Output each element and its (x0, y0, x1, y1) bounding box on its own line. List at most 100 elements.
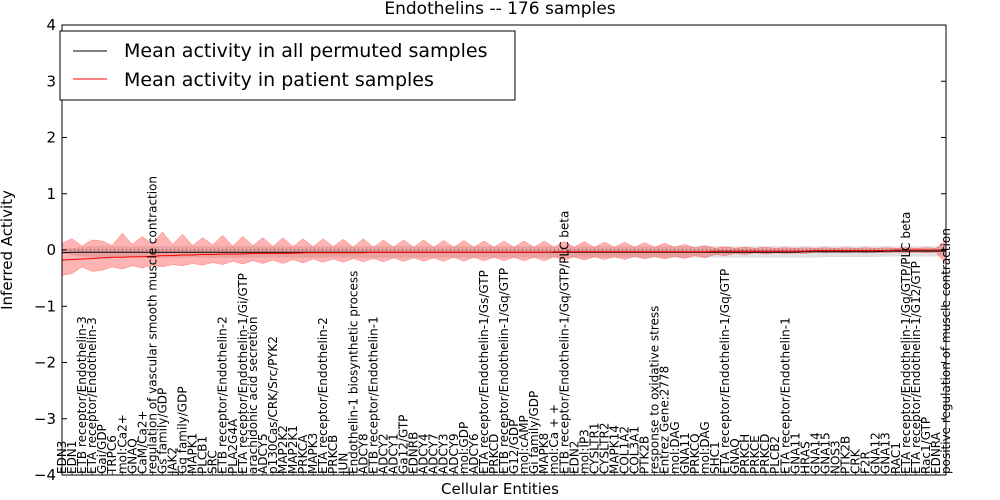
x-tick-label: PLCB1 (196, 436, 210, 474)
x-tick-label: ETB receptor/Endothelin-2 (216, 316, 230, 474)
x-tick-label: ETB receptor/Endothelin-1/Gq/GTP/PLC bet… (557, 211, 571, 474)
x-tick-label: mol:DAG (668, 421, 682, 474)
y-tick-label: −1 (34, 297, 56, 315)
x-tick-label: CYSLTR1 (587, 423, 601, 474)
x-tick-label: GNA14 (808, 432, 822, 474)
y-tick-label: 3 (46, 72, 56, 90)
x-tick-label: mol:Ca2+ (115, 414, 129, 474)
x-tick-label: regulation of vascular smooth muscle con… (145, 176, 159, 474)
x-tick-label: MAP2K1 (286, 425, 300, 474)
x-tick-label: MAPK3 (306, 433, 320, 474)
y-tick-label: 4 (46, 16, 56, 34)
legend-label-permuted: Mean activity in all permuted samples (124, 40, 487, 62)
x-tick-label: arachidonic acid secretion (246, 317, 260, 474)
x-tick-label: Gs family/GDP (155, 388, 169, 474)
x-tick-label: ADCY1 (387, 433, 401, 474)
x-tick-label: PRKCD (487, 434, 501, 474)
x-tick-label: ADCY3 (437, 433, 451, 474)
x-tick-label: TRPC6 (105, 435, 119, 475)
x-tick-label: ETA receptor/Endothelin-1 (778, 317, 792, 474)
x-tick-label: ETA receptor/Endothelin-1/Gq/GTP (718, 269, 732, 474)
x-tick-label: PRKCH (738, 434, 752, 474)
x-tick-label: MAPK1 (186, 433, 200, 474)
x-tick-label: CYSLTR2 (597, 423, 611, 474)
x-tick-label: Entrez Gene:2778 (658, 366, 672, 474)
x-tick-label: PTK2B (638, 436, 652, 474)
x-tick-label: mol:DAG (698, 421, 712, 474)
x-tick-label: PRKCB (326, 435, 340, 474)
y-axis-label: Inferred Activity (0, 190, 16, 310)
x-tick-label: ETA receptor/Endothelin-1/Gi/GTP (236, 273, 250, 474)
x-tick-label: PTK2B (839, 436, 853, 474)
x-tick-label: GNA11 (788, 432, 802, 474)
x-tick-label: ETB receptor/Endothelin-3 (75, 316, 89, 474)
x-tick-label: MAPK8 (537, 433, 551, 474)
chart-title: Endothelins -- 176 samples (384, 0, 615, 19)
x-tick-label: MAP2K2 (276, 425, 290, 474)
series-lines (61, 249, 946, 261)
y-axis: −4 −3 −2 −1 0 1 2 3 4 (34, 16, 946, 484)
x-tick-label: GNAQ (125, 438, 139, 474)
y-tick-label: −4 (34, 466, 56, 484)
x-tick-label: GNA11 (678, 432, 692, 474)
x-tick-label: ETA receptor/Endothelin-3 (85, 317, 99, 474)
x-tick-label: PRKCD (758, 434, 772, 474)
plot-frame (61, 24, 947, 476)
y-tick-label: 2 (46, 129, 56, 147)
x-tick-label: GNA13 (879, 432, 893, 474)
x-tick-label: EDNRB (407, 432, 421, 474)
x-tick-label: ETA receptor/Endothelin-1/Gs/GTP (477, 270, 491, 474)
x-tick-label: SHC1 (708, 441, 722, 474)
x-tick-label: SRC (206, 450, 220, 474)
x-tick-label: PRKCA (296, 434, 310, 474)
x-tick-label: COL1A2 (618, 426, 632, 474)
x-tick-label: mol:Ca + + (547, 404, 561, 474)
x-tick-label: ETA receptor/Endothelin-2 (316, 317, 330, 474)
x-tick-label: ETB receptor/Endothelin-1 (366, 316, 380, 474)
x-tick-label: MAPK14 (608, 425, 622, 474)
x-tick-label: mol:cAMP (517, 415, 531, 474)
x-tick-label: GNA15 (818, 432, 832, 474)
x-tick-label: ADCY6 (467, 433, 481, 474)
x-tick-label: PLA2G4A (226, 418, 240, 474)
x-tick-label: EDN1 (65, 441, 79, 474)
x-tick-label: ADCY5 (256, 433, 270, 474)
y-tick-label: 0 (46, 241, 56, 259)
x-tick-label: mol:IP3 (577, 429, 591, 474)
x-tick-label: Rac1/GTP (919, 417, 933, 474)
legend: Mean activity in all permuted samples Me… (59, 30, 516, 101)
x-tick-label: EDN2 (567, 441, 581, 474)
x-tick-label: ETB receptor/Endothelin-1/Gq/GTP (497, 268, 511, 474)
x-tick-label: HRAS (798, 441, 812, 474)
y-tick-label: −2 (34, 354, 56, 372)
x-tick-label: PRKCE (748, 435, 762, 474)
x-tick-label: ADCY2 (376, 433, 390, 474)
y-tick-label: 1 (46, 185, 56, 203)
x-tick-label: mol:GDP (457, 422, 471, 474)
x-tick-label: Gai/GDP (95, 424, 109, 474)
x-tick-label: ADCY7 (427, 433, 441, 474)
x-axis-label: Cellular Entities (441, 480, 559, 498)
legend-box (59, 30, 516, 101)
x-tick-label: Gi family/GDP (527, 391, 541, 474)
x-tick-label: p130Cas/CRK/Src/PYK2 (266, 336, 280, 474)
x-tick-label: PRKCQ (688, 433, 702, 474)
y-tick-label: −3 (34, 410, 56, 428)
x-tick-label: Ga12/GTP (397, 415, 411, 474)
legend-label-patient: Mean activity in patient samples (124, 69, 434, 91)
x-tick-label: COL3A1 (628, 426, 642, 474)
x-tick-label: ADCY4 (417, 433, 431, 474)
x-tick-label: Gq family/GDP (176, 386, 190, 474)
x-tick-label: ADCY8 (356, 433, 370, 474)
x-tick-label: F2R (859, 451, 873, 474)
x-tick-label: G12/GDP (507, 420, 521, 474)
line-series-2 (61, 249, 946, 261)
x-tick-label: GNA12 (869, 432, 883, 474)
x-tick-label: CaM/Ca2+ (135, 410, 149, 474)
x-tick-label: response to oxidative stress (648, 306, 662, 474)
x-tick-label: GNAQ (728, 438, 742, 474)
x-tick-label: ETA receptor/Endothelin-1/G12/GTP (909, 261, 923, 474)
x-tick-label: CRK (849, 448, 863, 474)
